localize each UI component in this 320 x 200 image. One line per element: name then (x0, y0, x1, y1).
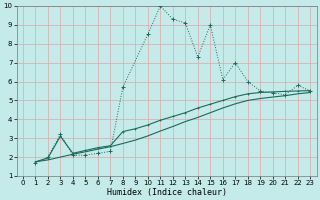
X-axis label: Humidex (Indice chaleur): Humidex (Indice chaleur) (107, 188, 227, 197)
